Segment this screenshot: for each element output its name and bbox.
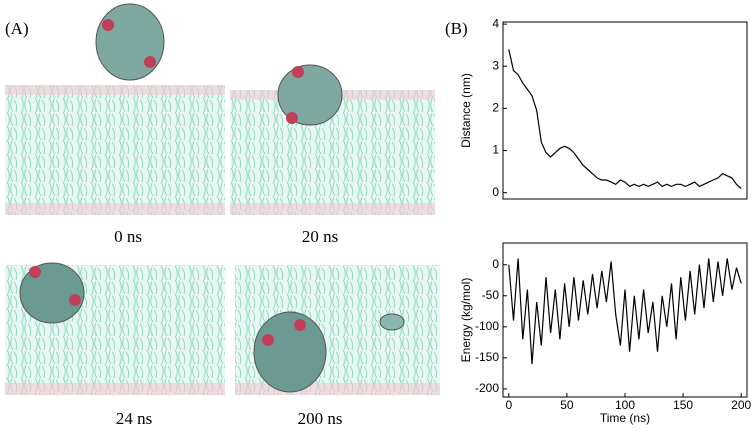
y-tick-label: 0: [492, 185, 499, 199]
headgroups: [230, 203, 435, 215]
caption: 20 ns: [302, 227, 338, 246]
atom: [292, 66, 304, 78]
molecule: [19, 262, 85, 324]
atom: [102, 19, 114, 31]
y-tick-label: -100: [475, 319, 499, 333]
y-axis-label: Distance (nm): [459, 73, 473, 148]
data-line: [508, 258, 742, 365]
molecule: [277, 64, 343, 126]
molecules: [19, 3, 405, 393]
panel-label: (B): [445, 19, 468, 38]
x-tick-label: 0: [505, 398, 512, 412]
y-tick-label: 1: [492, 143, 499, 157]
caption: 200 ns: [298, 409, 343, 428]
caption: 24 ns: [116, 409, 152, 428]
x-tick-label: 100: [615, 398, 635, 412]
x-tick-label: 150: [673, 398, 693, 412]
y-tick-label: 0: [492, 257, 499, 271]
x-tick-label: 50: [560, 398, 574, 412]
membranes: [5, 85, 440, 395]
panel-label: (A): [5, 19, 29, 38]
y-tick-label: 2: [492, 101, 499, 115]
atom: [262, 334, 274, 346]
molecule: [95, 3, 165, 81]
y-tick-label: -150: [475, 350, 499, 364]
y-tick-label: 3: [492, 58, 499, 72]
atom: [29, 266, 41, 278]
y-tick-label: 4: [492, 16, 499, 30]
headgroups: [5, 203, 225, 215]
data-line: [508, 49, 742, 189]
molecule: [379, 313, 405, 331]
plot-frame: [502, 242, 748, 398]
plot-frame: [502, 21, 748, 200]
membrane-lipids: [5, 85, 225, 215]
y-tick-label: -200: [475, 381, 499, 395]
headgroups: [5, 383, 225, 395]
x-tick-label: 200: [731, 398, 751, 412]
atom: [294, 319, 306, 331]
y-axis-label: Energy (kg/mol): [459, 278, 473, 363]
caption: 0 ns: [114, 227, 142, 246]
headgroups: [5, 85, 225, 95]
headgroups: [235, 383, 440, 395]
atom: [286, 112, 298, 124]
molecule: [253, 311, 327, 393]
x-axis-label: Time (ns): [600, 411, 650, 425]
atom: [144, 56, 156, 68]
y-tick-label: -50: [482, 288, 500, 302]
atom: [69, 294, 81, 306]
